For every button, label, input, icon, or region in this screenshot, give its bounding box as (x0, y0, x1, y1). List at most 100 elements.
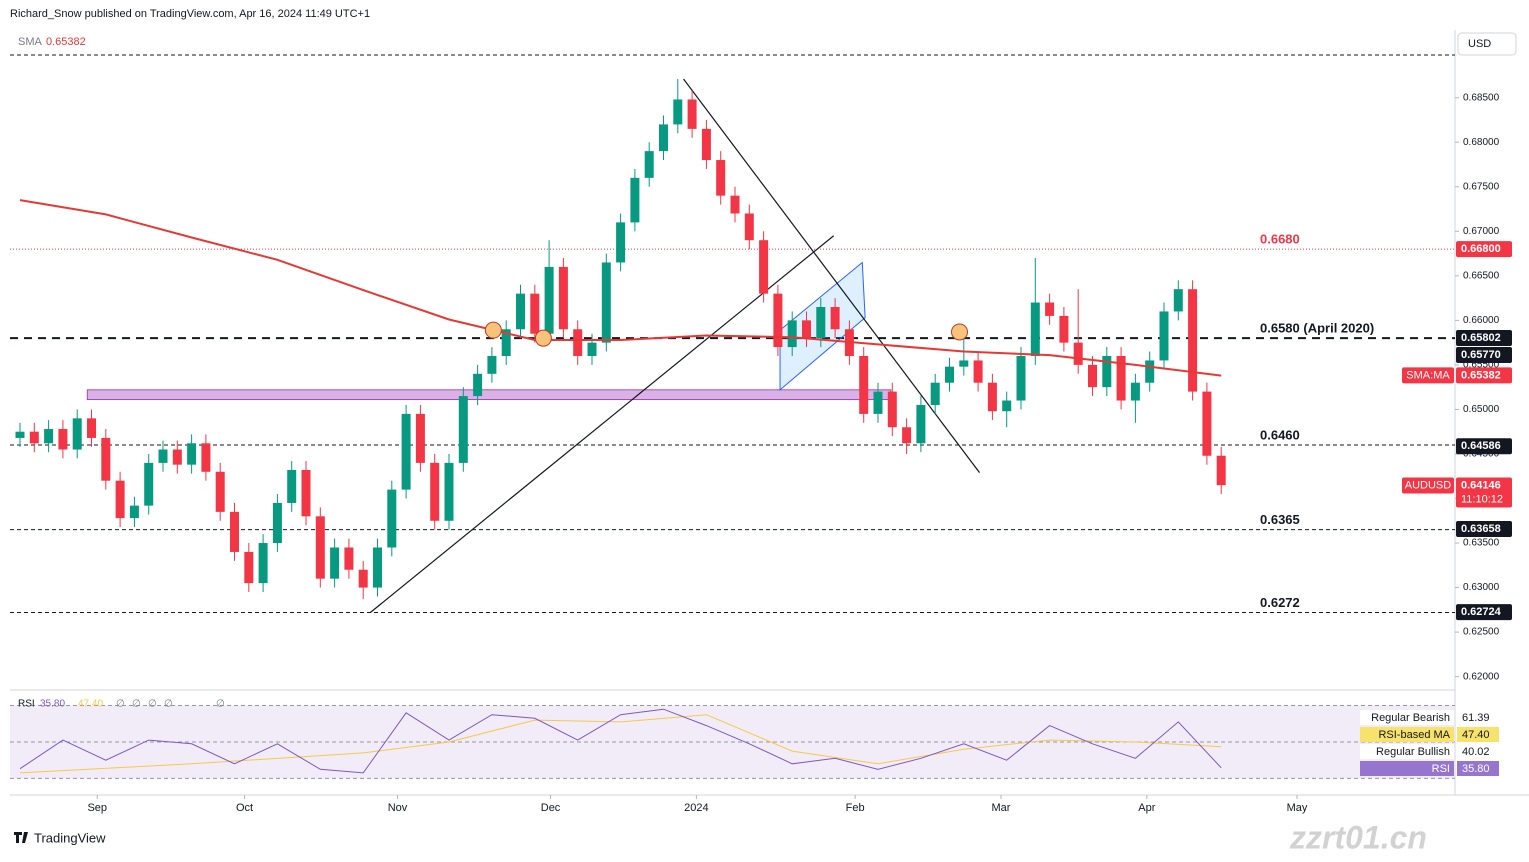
candle-body (1087, 364, 1097, 388)
price-tag-label: 0.64586 (1461, 440, 1501, 452)
rsi-legend-value-box (1457, 710, 1499, 725)
x-tick-label: 2024 (684, 802, 708, 814)
candle-body (601, 262, 611, 343)
candle-body (158, 449, 168, 463)
rsi-legend-name-box (1360, 744, 1454, 759)
price-tag-label: 0.65770 (1461, 349, 1501, 361)
x-tick-label: Mar (992, 802, 1011, 814)
rsi-legend-name: RSI (1432, 763, 1450, 775)
price-tag-name: SMA:MA (1406, 369, 1450, 381)
candle-body (687, 99, 697, 129)
candle-body (487, 355, 497, 374)
sma-line (19, 199, 1222, 377)
candle-body (730, 195, 740, 214)
y-tick-label: 0.68500 (1463, 92, 1500, 103)
price-tag-name: AUDUSD (1405, 479, 1452, 491)
candle-body (1102, 355, 1112, 388)
candle-body (1130, 382, 1140, 401)
candle-body (830, 307, 840, 330)
candle-body (573, 329, 583, 356)
y-tick-label: 0.63000 (1463, 582, 1500, 593)
rsi-extra: ∅ (148, 699, 157, 710)
candle-body (172, 449, 182, 465)
price-tag-time: 11:10:12 (1461, 493, 1503, 505)
candle-body (287, 470, 297, 503)
candle-body (444, 462, 454, 521)
candle-body (144, 462, 154, 506)
candle-body (1116, 355, 1126, 401)
rsi-legend-value: 40.02 (1462, 746, 1490, 758)
marker (484, 321, 502, 339)
candle-body (630, 177, 640, 223)
candle-body (358, 569, 368, 588)
candle-body (87, 418, 97, 438)
candle-body (72, 418, 82, 450)
candle-body (129, 505, 139, 519)
candle-body (1173, 289, 1183, 312)
candle-body (373, 547, 383, 588)
rsi-legend-value-box (1457, 727, 1499, 742)
candle-body (987, 382, 997, 412)
rsi-legend-value-box (1457, 761, 1499, 776)
candle-body (29, 431, 39, 444)
price-tag-label: 0.65382 (1461, 369, 1501, 381)
rsi-legend-name-box (1360, 710, 1454, 725)
rsi-ma-value: 47.40 (78, 699, 103, 710)
x-tick-label: Dec (541, 802, 561, 814)
candle-body (101, 437, 111, 481)
indicator-value: 0.65382 (46, 36, 86, 48)
brand: TradingView (34, 830, 106, 845)
price-tag (1456, 241, 1512, 258)
y-tick-label: 0.62500 (1463, 627, 1500, 638)
marker (951, 323, 969, 341)
candle-body (859, 355, 869, 414)
price-tag-label: 0.63658 (1461, 523, 1501, 535)
candle-body (44, 429, 54, 444)
candle-body (215, 471, 225, 512)
candle-body (616, 222, 626, 263)
x-tick-label: Feb (846, 802, 865, 814)
candle-body (1159, 311, 1169, 361)
trendline (369, 235, 835, 613)
publisher: Richard_Snow published on TradingView.co… (10, 8, 370, 20)
candle-body (787, 320, 797, 348)
currency[interactable]: USD (1468, 38, 1491, 50)
y-tick-label: 0.66000 (1463, 315, 1500, 326)
candle-body (673, 99, 683, 125)
level-label: 0.6365 (1260, 512, 1300, 527)
rsi-legend-value-box (1457, 744, 1499, 759)
candle-body (272, 502, 282, 544)
price-tag (1456, 367, 1512, 384)
rsi-legend-name: RSI-based MA (1378, 729, 1450, 741)
candle-body (1045, 302, 1055, 316)
candle-body (1202, 391, 1212, 456)
candle-body (945, 366, 955, 383)
candle-body (473, 373, 483, 397)
candle-body (1145, 360, 1155, 383)
candle-body (887, 391, 897, 428)
y-tick-label: 0.63500 (1463, 538, 1500, 549)
candle-body (544, 266, 554, 334)
currency-box[interactable] (1457, 32, 1517, 56)
x-tick-label: Sep (87, 802, 107, 814)
candle-body (530, 293, 540, 334)
candle-body (701, 128, 711, 161)
rsi-legend-value: 35.80 (1462, 763, 1490, 775)
price-tag (1456, 604, 1512, 621)
watermark: zzrt01.cn (1289, 819, 1427, 855)
candle-body (1216, 455, 1226, 486)
price-tag (1456, 347, 1512, 363)
y-tick-label: 0.66500 (1463, 270, 1500, 281)
candle-body (816, 307, 826, 339)
x-tick-label: May (1287, 802, 1308, 814)
candle-body (258, 543, 268, 584)
candle-body (387, 489, 397, 548)
y-tick-label: 0.68000 (1463, 137, 1500, 148)
candle-body (244, 551, 254, 584)
rsi-extra: ∅ (132, 699, 141, 710)
marker (534, 329, 552, 347)
price-tag-label: 0.65802 (1461, 332, 1501, 344)
indicator-name: SMA (18, 36, 43, 48)
candle-body (1016, 355, 1026, 401)
